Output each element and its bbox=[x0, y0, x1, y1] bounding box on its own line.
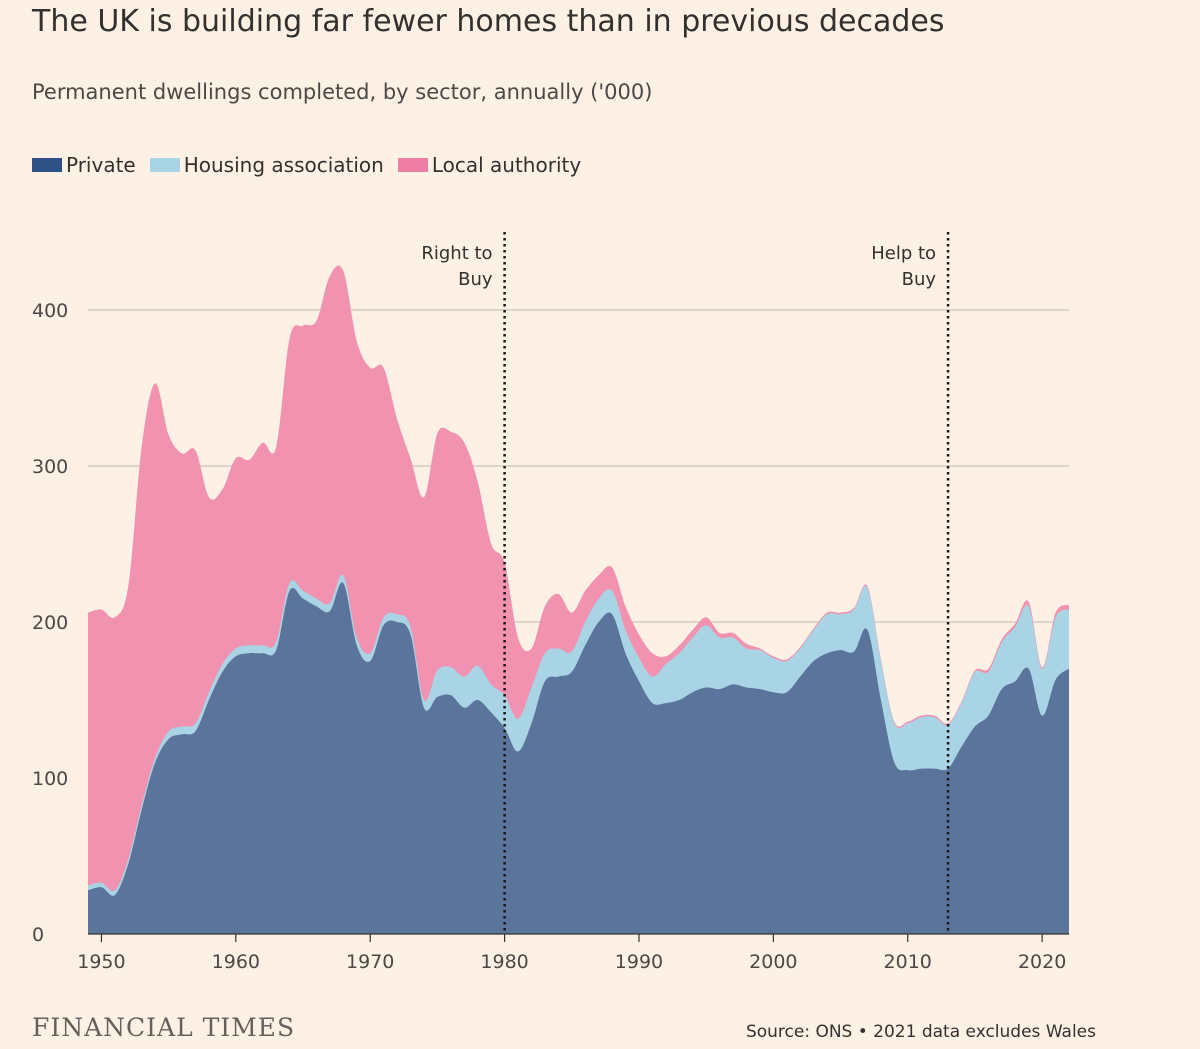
y-tick-label: 300 bbox=[32, 456, 68, 478]
legend-swatch-local-authority bbox=[397, 158, 428, 172]
annotation-layer: Right to Buy Help to Buy bbox=[421, 232, 950, 934]
area-private bbox=[88, 582, 1069, 934]
legend-item-local-authority: Local authority bbox=[397, 153, 582, 177]
legend-item-private: Private bbox=[32, 153, 136, 177]
x-tick-label: 1960 bbox=[212, 951, 260, 973]
legend-label-private: Private bbox=[66, 153, 136, 177]
legend-swatch-housing-association bbox=[149, 158, 180, 172]
x-tick-label: 1950 bbox=[77, 951, 125, 973]
x-tick-label: 2020 bbox=[1018, 951, 1066, 973]
y-tick-label: 100 bbox=[32, 768, 68, 790]
x-tick-label: 2000 bbox=[749, 951, 797, 973]
y-tick-label: 0 bbox=[32, 924, 44, 946]
chart-subtitle: Permanent dwellings completed, by sector… bbox=[32, 80, 653, 104]
source-note: Source: ONS • 2021 data excludes Wales bbox=[745, 1022, 1096, 1042]
axis-layer: 0 100 200 300 400 1950 1960 1970 1980 1990 2000 201… bbox=[32, 300, 1069, 973]
legend-label-local-authority: Local authority bbox=[431, 153, 582, 177]
x-tick-label: 1970 bbox=[346, 951, 394, 973]
x-tick-label: 2010 bbox=[884, 951, 932, 973]
ft-logo: FINANCIAL TIMES bbox=[32, 1013, 296, 1042]
x-tick-label: 1980 bbox=[480, 951, 528, 973]
chart-title: The UK is building far fewer homes than … bbox=[32, 4, 945, 39]
legend-item-housing-association: Housing association bbox=[149, 153, 384, 177]
annotation-label: Buy bbox=[458, 269, 493, 290]
chart-legend: Private Housing association Local author… bbox=[32, 153, 595, 177]
y-tick-label: 400 bbox=[32, 300, 68, 322]
annotation-label: Right to bbox=[421, 243, 492, 264]
area-layer bbox=[88, 265, 1069, 934]
legend-swatch-private bbox=[32, 158, 62, 172]
annotation-label: Buy bbox=[902, 269, 937, 290]
annotation-label: Help to bbox=[871, 243, 936, 264]
y-tick-label: 200 bbox=[32, 612, 68, 634]
x-tick-label: 1990 bbox=[615, 951, 663, 973]
legend-label-housing-association: Housing association bbox=[183, 153, 384, 177]
